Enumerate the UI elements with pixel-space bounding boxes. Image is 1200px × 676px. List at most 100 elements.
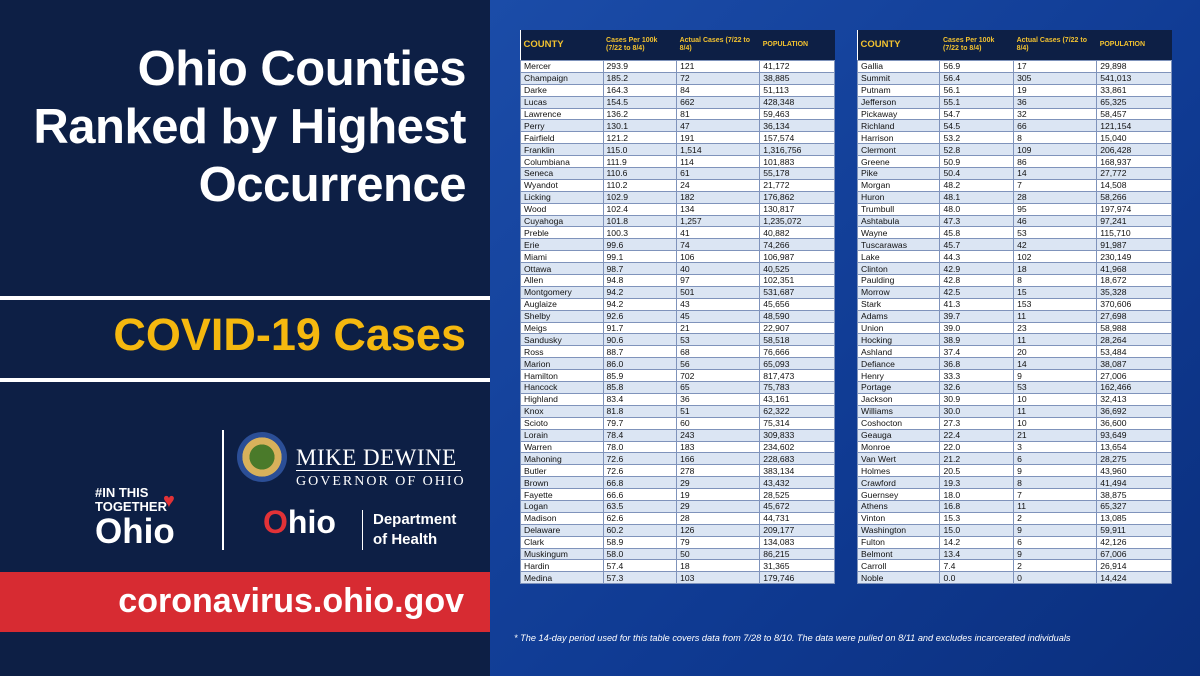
per100k-cell: 56.1 [939,83,1015,97]
county-cell: Lake [856,250,941,264]
population-cell: 53,484 [1096,345,1172,359]
per100k-cell: 42.5 [939,285,1015,299]
table-row: Henry 33.3 9 27,006 [856,369,1172,383]
actual-cases-cell: 36 [1013,95,1098,109]
table-row: Morrow 42.5 15 35,328 [856,285,1172,299]
population-cell: 75,314 [759,416,835,430]
county-cell: Logan [520,499,604,513]
ohio-logo: Ohio [263,504,336,541]
actual-cases-cell: 11 [1013,499,1098,513]
per100k-cell: 185.2 [602,71,678,85]
actual-cases-cell: 8 [1013,131,1098,145]
per100k-cell: 57.3 [602,571,678,585]
county-cell: Jackson [856,392,941,406]
county-cell: Stark [856,297,941,311]
per100k-cell: 38.9 [939,333,1015,347]
county-cell: Mahoning [520,452,604,466]
per100k-cell: 86.0 [602,357,678,371]
table-row: Hancock 85.8 65 75,783 [520,381,835,394]
population-cell: 157,574 [759,131,835,145]
county-cell: Lucas [520,95,604,109]
county-cell: Sandusky [520,333,604,347]
table-row: Wood 102.4 134 130,817 [520,202,835,216]
per100k-cell: 58.0 [602,547,678,561]
population-cell: 43,432 [759,476,835,490]
actual-cases-cell: 183 [676,440,761,454]
population-cell: 32,413 [1096,392,1172,406]
column-header-population: POPULATION [759,30,835,61]
per100k-cell: 83.4 [602,392,678,406]
per100k-cell: 16.8 [939,499,1015,513]
county-cell: Hocking [856,333,941,347]
per100k-cell: 54.5 [939,119,1015,133]
actual-cases-cell: 61 [676,167,761,180]
population-cell: 35,328 [1096,285,1172,299]
per100k-cell: 94.2 [602,297,678,311]
per100k-cell: 42.8 [939,274,1015,287]
county-cell: Lawrence [520,107,604,121]
actual-cases-cell: 11 [1013,309,1098,323]
actual-cases-cell: 79 [676,535,761,549]
actual-cases-cell: 21 [1013,428,1098,442]
table-row: Stark 41.3 153 370,606 [856,297,1172,311]
table-row: Guernsey 18.0 7 38,875 [856,488,1172,501]
population-cell: 383,134 [759,464,835,478]
county-cell: Wood [520,202,604,216]
population-cell: 58,266 [1096,190,1172,204]
table-row: Montgomery 94.2 501 531,687 [520,285,835,299]
county-cell: Greene [856,155,941,169]
actual-cases-cell: 121 [676,60,761,73]
table-row: Perry 130.1 47 36,134 [520,119,835,133]
county-cell: Harrison [856,131,941,145]
population-cell: 168,937 [1096,155,1172,169]
population-cell: 27,698 [1096,309,1172,323]
department-line2: of Health [373,531,438,548]
population-cell: 130,817 [759,202,835,216]
county-cell: Fairfield [520,131,604,145]
population-cell: 1,316,756 [759,143,835,157]
population-cell: 26,914 [1096,559,1172,573]
table-row: Ottawa 98.7 40 40,525 [520,262,835,276]
county-cell: Columbiana [520,155,604,169]
actual-cases-cell: 8 [1013,274,1098,287]
county-cell: Perry [520,119,604,133]
per100k-cell: 102.4 [602,202,678,216]
table-row: Lake 44.3 102 230,149 [856,250,1172,264]
per100k-cell: 66.6 [602,488,678,501]
population-cell: 234,602 [759,440,835,454]
actual-cases-cell: 53 [1013,226,1098,240]
county-cell: Medina [520,571,604,585]
per100k-cell: 60.2 [602,523,678,537]
table-header-row: COUNTY Cases Per 100k (7/22 to 8/4) Actu… [857,30,1172,61]
per100k-cell: 48.1 [939,190,1015,204]
actual-cases-cell: 47 [676,119,761,133]
actual-cases-cell: 126 [676,523,761,537]
url-banner: coronavirus.ohio.gov [0,572,490,632]
population-cell: 15,040 [1096,131,1172,145]
per100k-cell: 111.9 [602,155,678,169]
county-table-left: COUNTY Cases Per 100k (7/22 to 8/4) Actu… [520,30,835,585]
table-row: Adams 39.7 11 27,698 [856,309,1172,323]
website-link[interactable]: coronavirus.ohio.gov [118,582,464,620]
population-cell: 91,987 [1096,238,1172,252]
county-cell: Henry [856,369,941,383]
population-cell: 428,348 [759,95,835,109]
population-cell: 58,988 [1096,321,1172,335]
table-row: Fayette 66.6 19 28,525 [520,488,835,501]
population-cell: 45,672 [759,499,835,513]
actual-cases-cell: 23 [1013,321,1098,335]
county-cell: Jefferson [856,95,941,109]
table-row: Hardin 57.4 18 31,365 [520,559,835,573]
table-row: Fulton 14.2 6 42,126 [856,535,1172,549]
population-cell: 36,692 [1096,404,1172,418]
county-cell: Knox [520,404,604,418]
population-cell: 115,710 [1096,226,1172,240]
table-row: Harrison 53.2 8 15,040 [856,131,1172,145]
department-divider [362,510,363,550]
county-cell: Franklin [520,143,604,157]
actual-cases-cell: 7 [1013,488,1098,501]
per100k-cell: 56.9 [939,60,1015,73]
per100k-cell: 164.3 [602,83,678,97]
right-panel: COUNTY Cases Per 100k (7/22 to 8/4) Actu… [490,0,1200,676]
table-row: Monroe 22.0 3 13,654 [856,440,1172,454]
